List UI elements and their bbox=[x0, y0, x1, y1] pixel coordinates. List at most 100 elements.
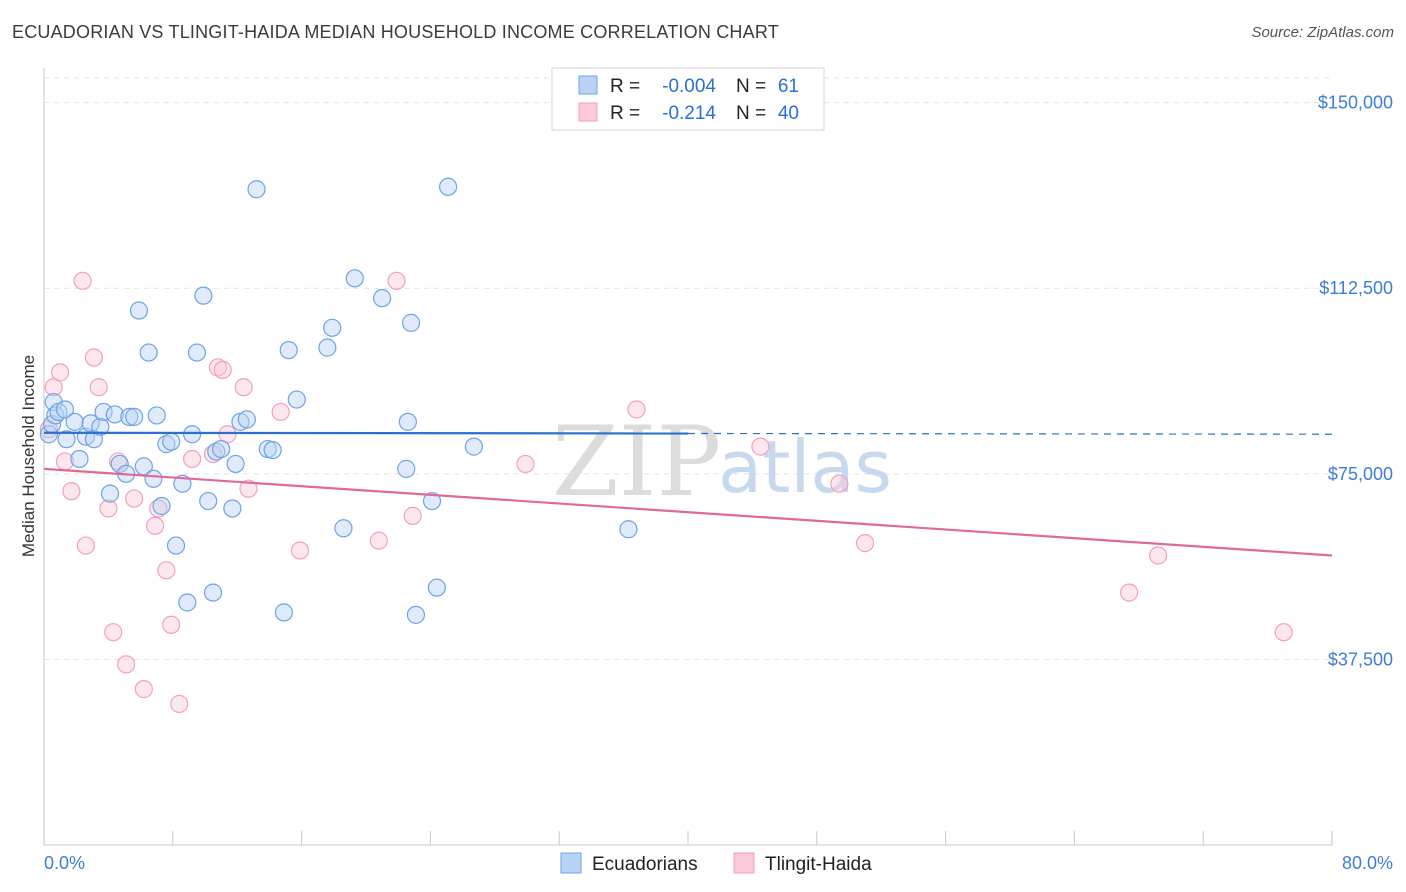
x-tick-label-max: 80.0% bbox=[1342, 853, 1393, 873]
ecuadorian-point bbox=[105, 405, 124, 424]
tlingit-haida-point bbox=[627, 400, 646, 419]
ecuadorian-point bbox=[274, 603, 293, 622]
ecuadorian-point bbox=[44, 392, 63, 412]
tlingit-haida-point bbox=[62, 482, 81, 501]
ecuadorian-point bbox=[129, 301, 149, 320]
ecuadorian-point bbox=[55, 400, 75, 419]
ecuadorian-point bbox=[207, 442, 226, 461]
tlingit-haida-point bbox=[1120, 583, 1139, 602]
ecuadorian-point bbox=[345, 269, 364, 288]
tlingit-haida-point bbox=[76, 536, 95, 555]
tlingit-haida-point bbox=[290, 541, 310, 560]
y-tick-labels: $37,500 $75,000 $112,500 $150,000 bbox=[1318, 93, 1393, 670]
ecuadorian-point bbox=[619, 520, 638, 539]
tlingit-haida-point bbox=[234, 378, 253, 397]
ecuadorian-point bbox=[162, 432, 181, 451]
trendlines bbox=[43, 431, 1333, 557]
ecuadorian-point bbox=[183, 425, 202, 444]
x-tick-marks bbox=[43, 831, 1333, 845]
legend-r-label-2: R = bbox=[610, 103, 640, 124]
ecuadorian-point bbox=[147, 406, 166, 425]
ecuadorian-trendline-extension bbox=[687, 432, 1333, 435]
y-axis-label: Median Household Income bbox=[19, 355, 38, 557]
tlingit-haida-point bbox=[134, 680, 153, 699]
y-tick-label: $150,000 bbox=[1318, 93, 1393, 113]
ecuadorian-point bbox=[39, 425, 58, 444]
ecuadorian-point bbox=[318, 338, 337, 357]
ecuadorian-point bbox=[427, 578, 446, 597]
tlingit-haida-point bbox=[208, 358, 227, 377]
ecuadorian-point bbox=[406, 605, 426, 624]
legend-r-value-1: -0.004 bbox=[662, 76, 716, 97]
tlingit-haida-point bbox=[125, 489, 144, 508]
ecuadorian-point bbox=[125, 407, 144, 427]
ecuadorian-point bbox=[422, 491, 442, 511]
tlingit-haida-point bbox=[50, 363, 70, 382]
bottom-legend-label-ecuadorians: Ecuadorians bbox=[592, 854, 698, 875]
ecuadorian-point bbox=[334, 519, 353, 538]
ecuadorian-point bbox=[398, 412, 417, 431]
ecuadorian-point bbox=[323, 318, 342, 337]
tlingit-haida-point bbox=[387, 271, 406, 290]
tlingit-haida-point bbox=[104, 623, 123, 642]
watermark-atlas: atlas bbox=[718, 425, 892, 509]
tlingit-haida-point bbox=[73, 271, 92, 290]
ecuadorian-point bbox=[57, 430, 76, 449]
ecuadorian-point bbox=[212, 439, 231, 459]
tlingit-haida-point bbox=[369, 531, 388, 550]
ecuadorian-point bbox=[401, 313, 421, 332]
ecuadorian-point bbox=[139, 343, 158, 362]
ecuadorian-point bbox=[464, 437, 483, 456]
tlingit-haida-point bbox=[516, 454, 535, 474]
legend-swatch-tlingit bbox=[578, 102, 598, 122]
ecuadorian-point bbox=[166, 536, 186, 555]
legend-n-label-1: N = bbox=[736, 76, 766, 97]
y-tick-label: $37,500 bbox=[1328, 649, 1393, 669]
ecuadorian-point bbox=[247, 180, 266, 199]
chart-title: ECUADORIAN VS TLINGIT-HAIDA MEDIAN HOUSE… bbox=[12, 22, 779, 42]
tlingit-haida-point bbox=[99, 499, 118, 518]
tlingit-haida-point bbox=[1149, 546, 1168, 565]
ecuadorian-point bbox=[194, 286, 213, 305]
bottom-legend-swatch-tlingit bbox=[733, 852, 755, 874]
correlation-legend: R = -0.004 N = 61 R = -0.214 N = 40 bbox=[551, 67, 825, 131]
watermark: ZIP atlas bbox=[552, 406, 892, 518]
tlingit-haida-point bbox=[170, 694, 189, 714]
legend-r-value-2: -0.214 bbox=[662, 103, 716, 124]
tlingit-haida-point bbox=[145, 516, 165, 535]
tlingit-haida-point bbox=[1274, 623, 1293, 642]
ecuadorian-point bbox=[397, 459, 416, 478]
ecuadorian-point bbox=[287, 390, 306, 409]
grid-lines bbox=[44, 77, 1332, 660]
tlingit-haida-point bbox=[830, 474, 849, 493]
ecuadorian-point bbox=[223, 499, 242, 518]
ecuadorian-point bbox=[100, 484, 120, 503]
ecuadorian-point bbox=[65, 412, 84, 431]
legend-n-value-1: 61 bbox=[778, 76, 799, 97]
ecuadorian-point bbox=[144, 469, 163, 488]
ecuadorian-point bbox=[439, 177, 458, 196]
ecuadorian-point bbox=[157, 435, 176, 454]
tlingit-haida-point bbox=[84, 348, 104, 367]
tlingit-haida-point bbox=[162, 615, 181, 634]
ecuadorian-point bbox=[94, 402, 113, 422]
x-tick-label-min: 0.0% bbox=[44, 853, 85, 873]
source-label: Source: ZipAtlas.com bbox=[1251, 24, 1394, 41]
tlingit-haida-point bbox=[239, 479, 258, 498]
ecuadorian-point bbox=[237, 410, 256, 429]
y-tick-label: $112,500 bbox=[1319, 278, 1393, 298]
series-legend: Ecuadorians Tlingit-Haida bbox=[560, 852, 872, 875]
ecuadorian-point bbox=[70, 449, 89, 469]
watermark-zip: ZIP bbox=[552, 406, 721, 518]
legend-swatch-ecuadorians bbox=[578, 75, 598, 95]
tlingit-haida-point bbox=[157, 561, 176, 580]
bottom-legend-swatch-ecuadorians bbox=[560, 852, 582, 874]
legend-r-label-1: R = bbox=[610, 76, 640, 97]
tlingit-haida-point bbox=[213, 360, 232, 379]
tlingit-haida-point bbox=[403, 506, 422, 525]
ecuadorian-point bbox=[91, 417, 110, 436]
ecuadorian-point bbox=[178, 593, 197, 612]
ecuadorian-point bbox=[226, 454, 245, 474]
ecuadorian-point bbox=[203, 583, 223, 602]
